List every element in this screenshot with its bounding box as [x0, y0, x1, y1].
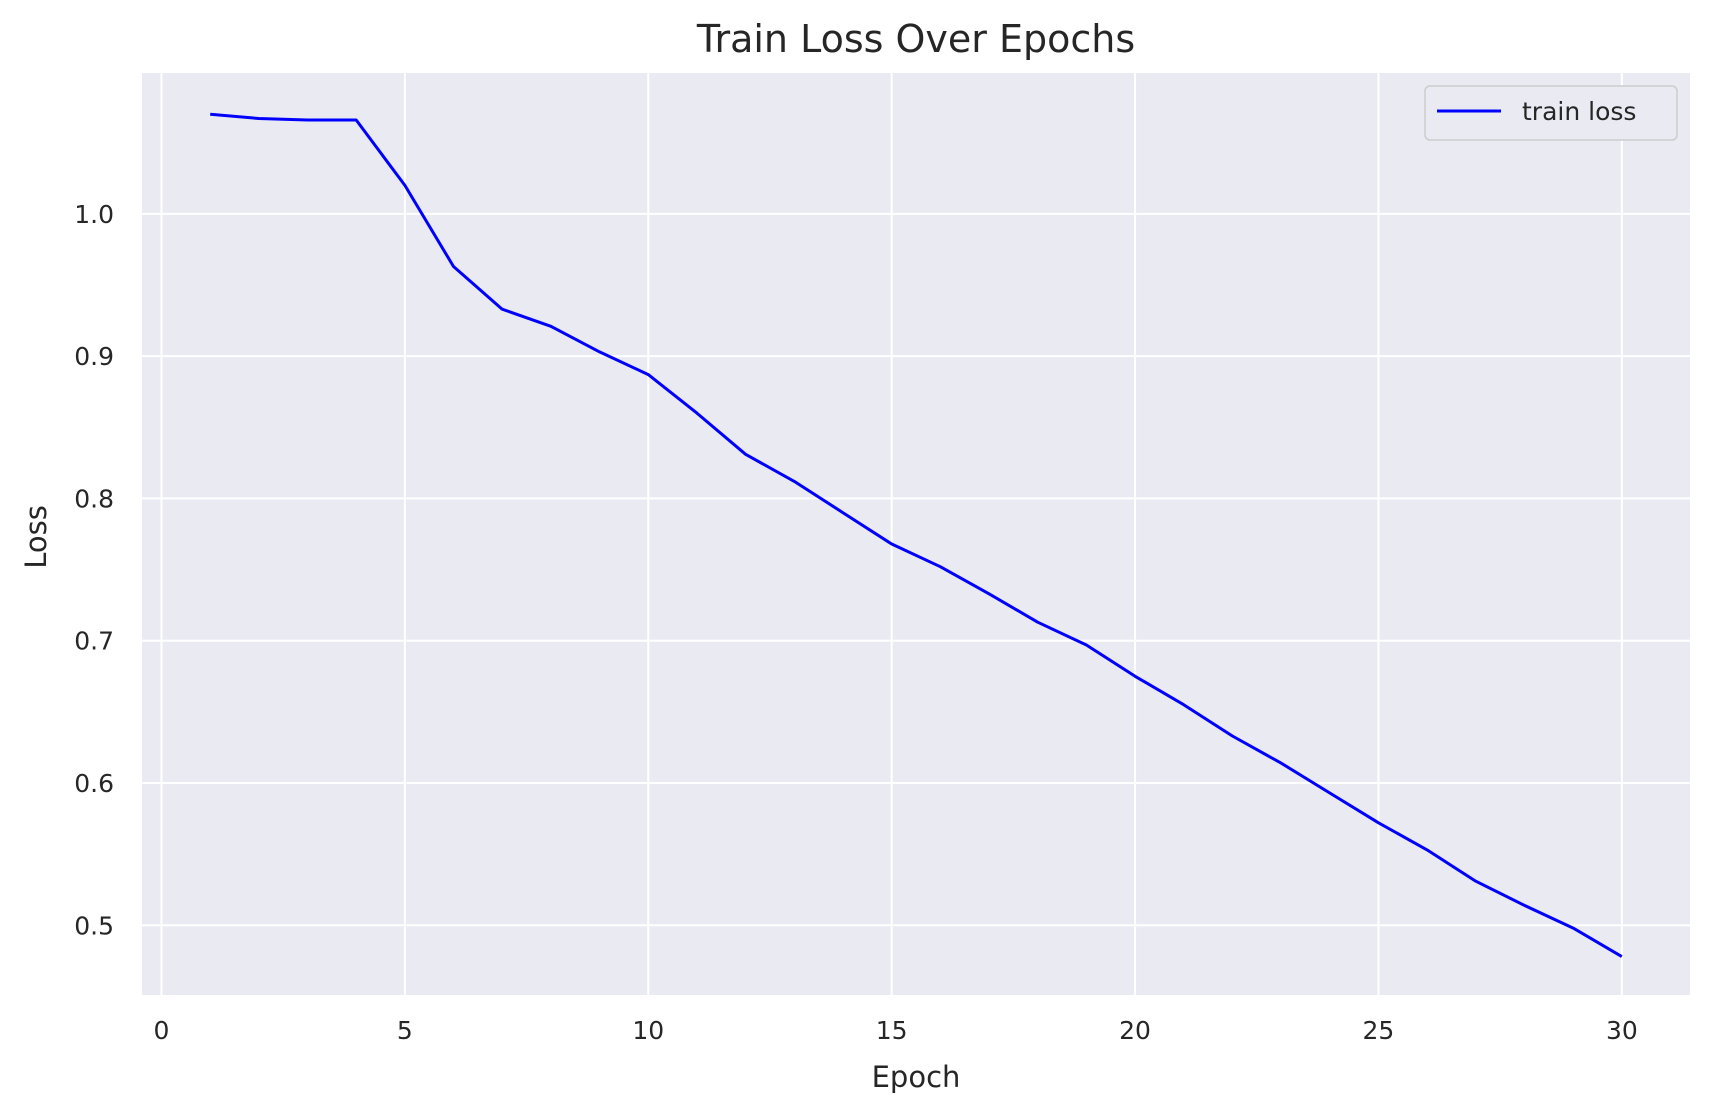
x-tick-label: 25	[1363, 1016, 1395, 1045]
y-tick-label: 0.8	[74, 484, 114, 513]
x-tick-label: 0	[154, 1016, 170, 1045]
legend-label: train loss	[1522, 97, 1636, 126]
x-tick-label: 20	[1119, 1016, 1151, 1045]
plot-background	[142, 73, 1690, 995]
y-tick-label: 1.0	[74, 200, 114, 229]
train-loss-line	[210, 112, 1623, 958]
y-tick-label: 0.6	[74, 769, 114, 798]
x-tick-label: 30	[1606, 1016, 1638, 1045]
x-axis-label: Epoch	[872, 1060, 961, 1094]
y-tick-label: 0.5	[74, 911, 114, 940]
grid-lines	[142, 73, 1690, 995]
chart-title: Train Loss Over Epochs	[696, 17, 1135, 61]
x-tick-label: 15	[876, 1016, 908, 1045]
y-tick-label: 0.9	[74, 342, 114, 371]
legend-box	[1424, 85, 1678, 141]
x-tick-label: 10	[632, 1016, 664, 1045]
y-axis-label: Loss	[19, 505, 53, 569]
series-layer	[210, 112, 1623, 958]
legend: train loss	[1424, 85, 1678, 141]
x-tick-label: 5	[397, 1016, 413, 1045]
y-tick-label: 0.7	[74, 627, 114, 656]
tick-labels: 0 5 10 15 20 25 30 0.5 0.6 0.7 0.8 0.9 1.0	[74, 200, 1638, 1045]
